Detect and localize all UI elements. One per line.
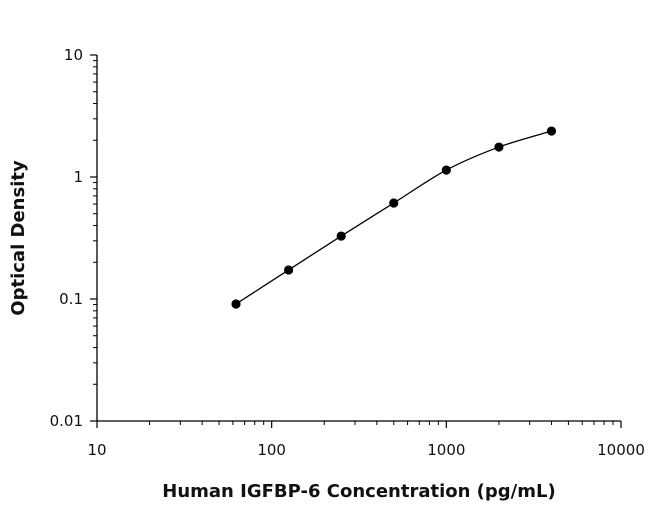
x-tick-label: 10000 <box>597 441 645 459</box>
y-tick-label: 1 <box>73 168 83 186</box>
x-tick-label: 100 <box>257 441 286 459</box>
data-point <box>441 165 451 175</box>
x-tick-label: 10 <box>87 441 106 459</box>
data-point <box>494 142 504 152</box>
x-tick-label: 1000 <box>427 441 465 459</box>
data-point <box>283 265 294 275</box>
data-points <box>231 126 557 309</box>
y-axis-label: Optical Density <box>8 160 29 316</box>
data-point <box>389 198 399 208</box>
fit-curve <box>235 130 552 305</box>
y-tick-label: 0.01 <box>50 412 83 430</box>
x-axis-label: Human IGFBP-6 Concentration (pg/mL) <box>162 481 555 502</box>
data-point <box>336 231 346 241</box>
y-tick-label: 10 <box>64 46 83 64</box>
axes <box>90 54 622 428</box>
data-point <box>231 299 241 309</box>
y-tick-label: 0.1 <box>59 290 83 308</box>
tick-labels: 10 100 1000 10000 0.01 0.1 1 10 <box>50 46 645 459</box>
data-point <box>546 126 557 136</box>
